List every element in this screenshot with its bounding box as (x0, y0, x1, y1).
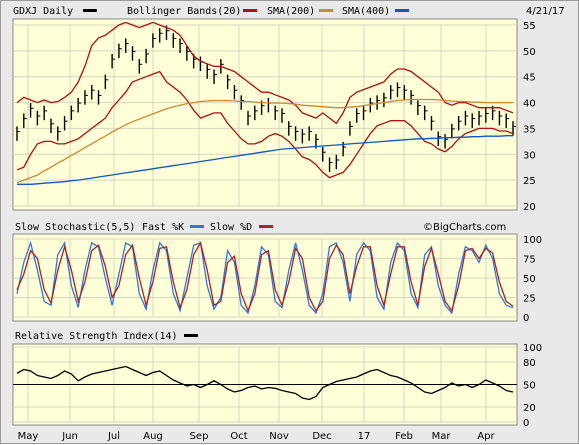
x-label-9: Feb (395, 431, 413, 442)
stochastic-header: Slow Stochastic(5,5) Fast %K Slow %D ©Bi… (15, 222, 506, 233)
rsi-y-tick-20: 20 (523, 403, 536, 414)
fast-k-label: Fast %K (142, 222, 184, 233)
stochastic-y-ticks: 0 25 50 75 100 (523, 235, 542, 324)
price-y-tick-35: 35 (523, 124, 536, 135)
price-series-bollinger-bands-20-upper (16, 21, 514, 125)
price-series-bollinger-bands-20-lower (16, 70, 514, 179)
stochastic-y-tick-75: 75 (523, 255, 536, 266)
stochastic-marks (16, 240, 514, 315)
x-label-6: Nov (269, 431, 289, 442)
x-label-1: Jun (61, 431, 78, 442)
rsi-y-tick-80: 80 (523, 358, 536, 369)
x-axis-labels: May Jun Jul Aug Sep Oct Nov Dec 17 Feb Mar Apr (18, 431, 496, 442)
x-label-7: Dec (312, 431, 331, 442)
date-label: 4/21/17 (526, 6, 565, 17)
x-label-8: 17 (358, 431, 371, 442)
slow-d-label: Slow %D (210, 222, 252, 233)
fast-k-swatch (190, 225, 204, 228)
brand-label: ©BigCharts.com (423, 222, 506, 233)
stochastic-y-tick-100: 100 (523, 235, 542, 246)
ticker-label: GDXJ Daily (13, 6, 73, 17)
stochastic-y-tick-25: 25 (523, 294, 536, 305)
sma200-label: SMA(200) (267, 6, 315, 17)
sma400-label: SMA(400) (342, 6, 390, 17)
price-y-tick-20: 20 (523, 202, 536, 213)
rsi-title: Relative Strength Index(14) (15, 331, 178, 342)
x-label-0: May (18, 431, 39, 442)
price-grid (13, 24, 517, 207)
x-label-11: Apr (477, 431, 495, 442)
x-label-3: Aug (143, 431, 163, 442)
price-y-tick-50: 50 (523, 47, 536, 58)
slow-d-swatch (259, 225, 273, 228)
stochastic-title: Slow Stochastic(5,5) (15, 222, 135, 233)
x-label-4: Sep (190, 431, 209, 442)
stochastic-series-slow-d (16, 241, 514, 313)
sma400-swatch (395, 9, 409, 12)
price-y-tick-45: 45 (523, 73, 536, 84)
x-label-10: Mar (432, 431, 452, 442)
rsi-y-tick-50: 50 (523, 381, 536, 392)
stochastic-y-tick-0: 0 (523, 313, 529, 324)
ticker-swatch (83, 9, 97, 12)
x-label-5: Oct (230, 431, 247, 442)
rsi-header: Relative Strength Index(14) (15, 331, 198, 342)
rsi-swatch (184, 334, 198, 337)
price-series-sma-200 (16, 98, 513, 184)
price-y-tick-40: 40 (523, 99, 536, 110)
rsi-y-tick-100: 100 (523, 343, 542, 354)
bollinger-label: Bollinger Bands(20) (127, 6, 241, 17)
price-series-sma-400 (17, 135, 513, 185)
price-y-tick-25: 25 (523, 176, 536, 187)
price-header: GDXJ Daily Bollinger Bands(20) SMA(200) … (13, 6, 565, 17)
rsi-series-relative-strength-index-14 (16, 365, 514, 401)
stochastic-series-fast-k (16, 240, 514, 315)
stochastic-y-tick-50: 50 (523, 274, 536, 285)
price-marks (16, 21, 516, 185)
price-y-tick-30: 30 (523, 150, 536, 161)
bollinger-swatch (243, 9, 257, 12)
rsi-y-ticks: 0 20 50 80 100 (523, 343, 542, 429)
price-y-tick-55: 55 (523, 21, 536, 32)
price-y-ticks: 20 25 30 35 40 45 50 55 (523, 21, 536, 213)
sma200-swatch (319, 9, 333, 12)
rsi-marks (13, 365, 517, 401)
x-label-2: Jul (107, 431, 120, 442)
rsi-y-tick-0: 0 (523, 418, 529, 429)
